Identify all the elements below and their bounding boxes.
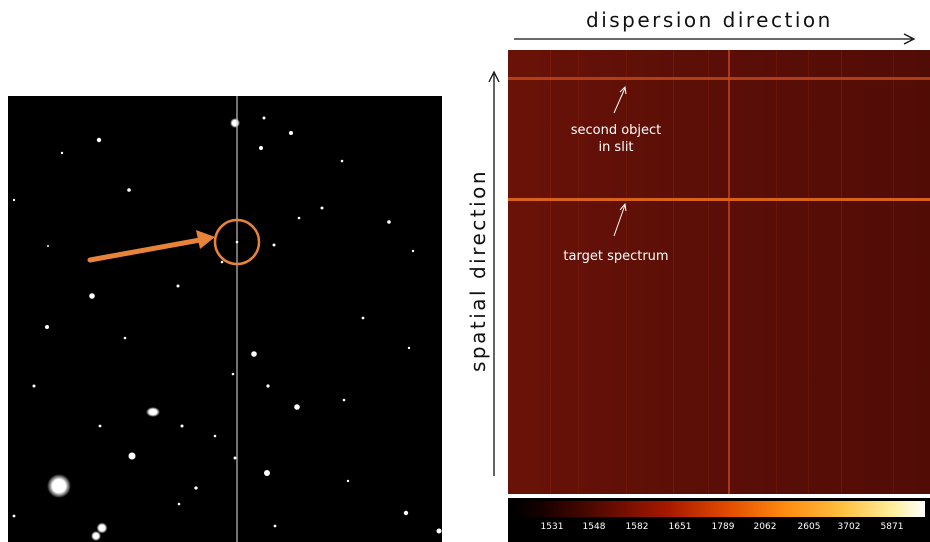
- sky-lines: [550, 50, 894, 494]
- spatial-arrow: [488, 70, 500, 476]
- second-object-trace: [508, 77, 930, 80]
- colorbar-tick: 1548: [582, 522, 606, 532]
- target-spectrum-annotation: target spectrum: [563, 249, 669, 264]
- target-circle: [213, 218, 261, 266]
- target-arrow: [87, 230, 215, 263]
- colorbar-tick: 2062: [753, 522, 777, 532]
- second-object-line1: second object: [570, 123, 662, 138]
- colorbar-tick: 1789: [711, 522, 735, 532]
- colorbar-tick: 2605: [797, 522, 821, 532]
- second-object-line2: in slit: [598, 140, 634, 155]
- colorbar-tick: 1651: [668, 522, 692, 532]
- second-object-annotation: second object in slit: [536, 122, 696, 156]
- dispersion-arrow: [514, 33, 916, 45]
- bright-sky-line: [728, 50, 730, 494]
- target-star: [235, 240, 239, 244]
- annotation-pointers: [613, 85, 627, 237]
- direct-sky-image: [8, 96, 442, 542]
- colorbar-tick: 1531: [540, 522, 564, 532]
- colorbar-tick: 5871: [880, 522, 904, 532]
- colorbar-tick: 1582: [625, 522, 649, 532]
- star-field: [12, 116, 442, 541]
- colorbar-tick: 3702: [837, 522, 861, 532]
- colorbar: 1531 1548 1582 1651 1789 2062 2605 3702 …: [508, 498, 930, 542]
- dispersion-direction-label: dispersion direction: [586, 8, 833, 32]
- colorbar-gradient: [511, 501, 925, 517]
- spectrum-2d-image: second object in slit target spectrum: [508, 50, 930, 494]
- target-spectrum-trace: [508, 198, 930, 201]
